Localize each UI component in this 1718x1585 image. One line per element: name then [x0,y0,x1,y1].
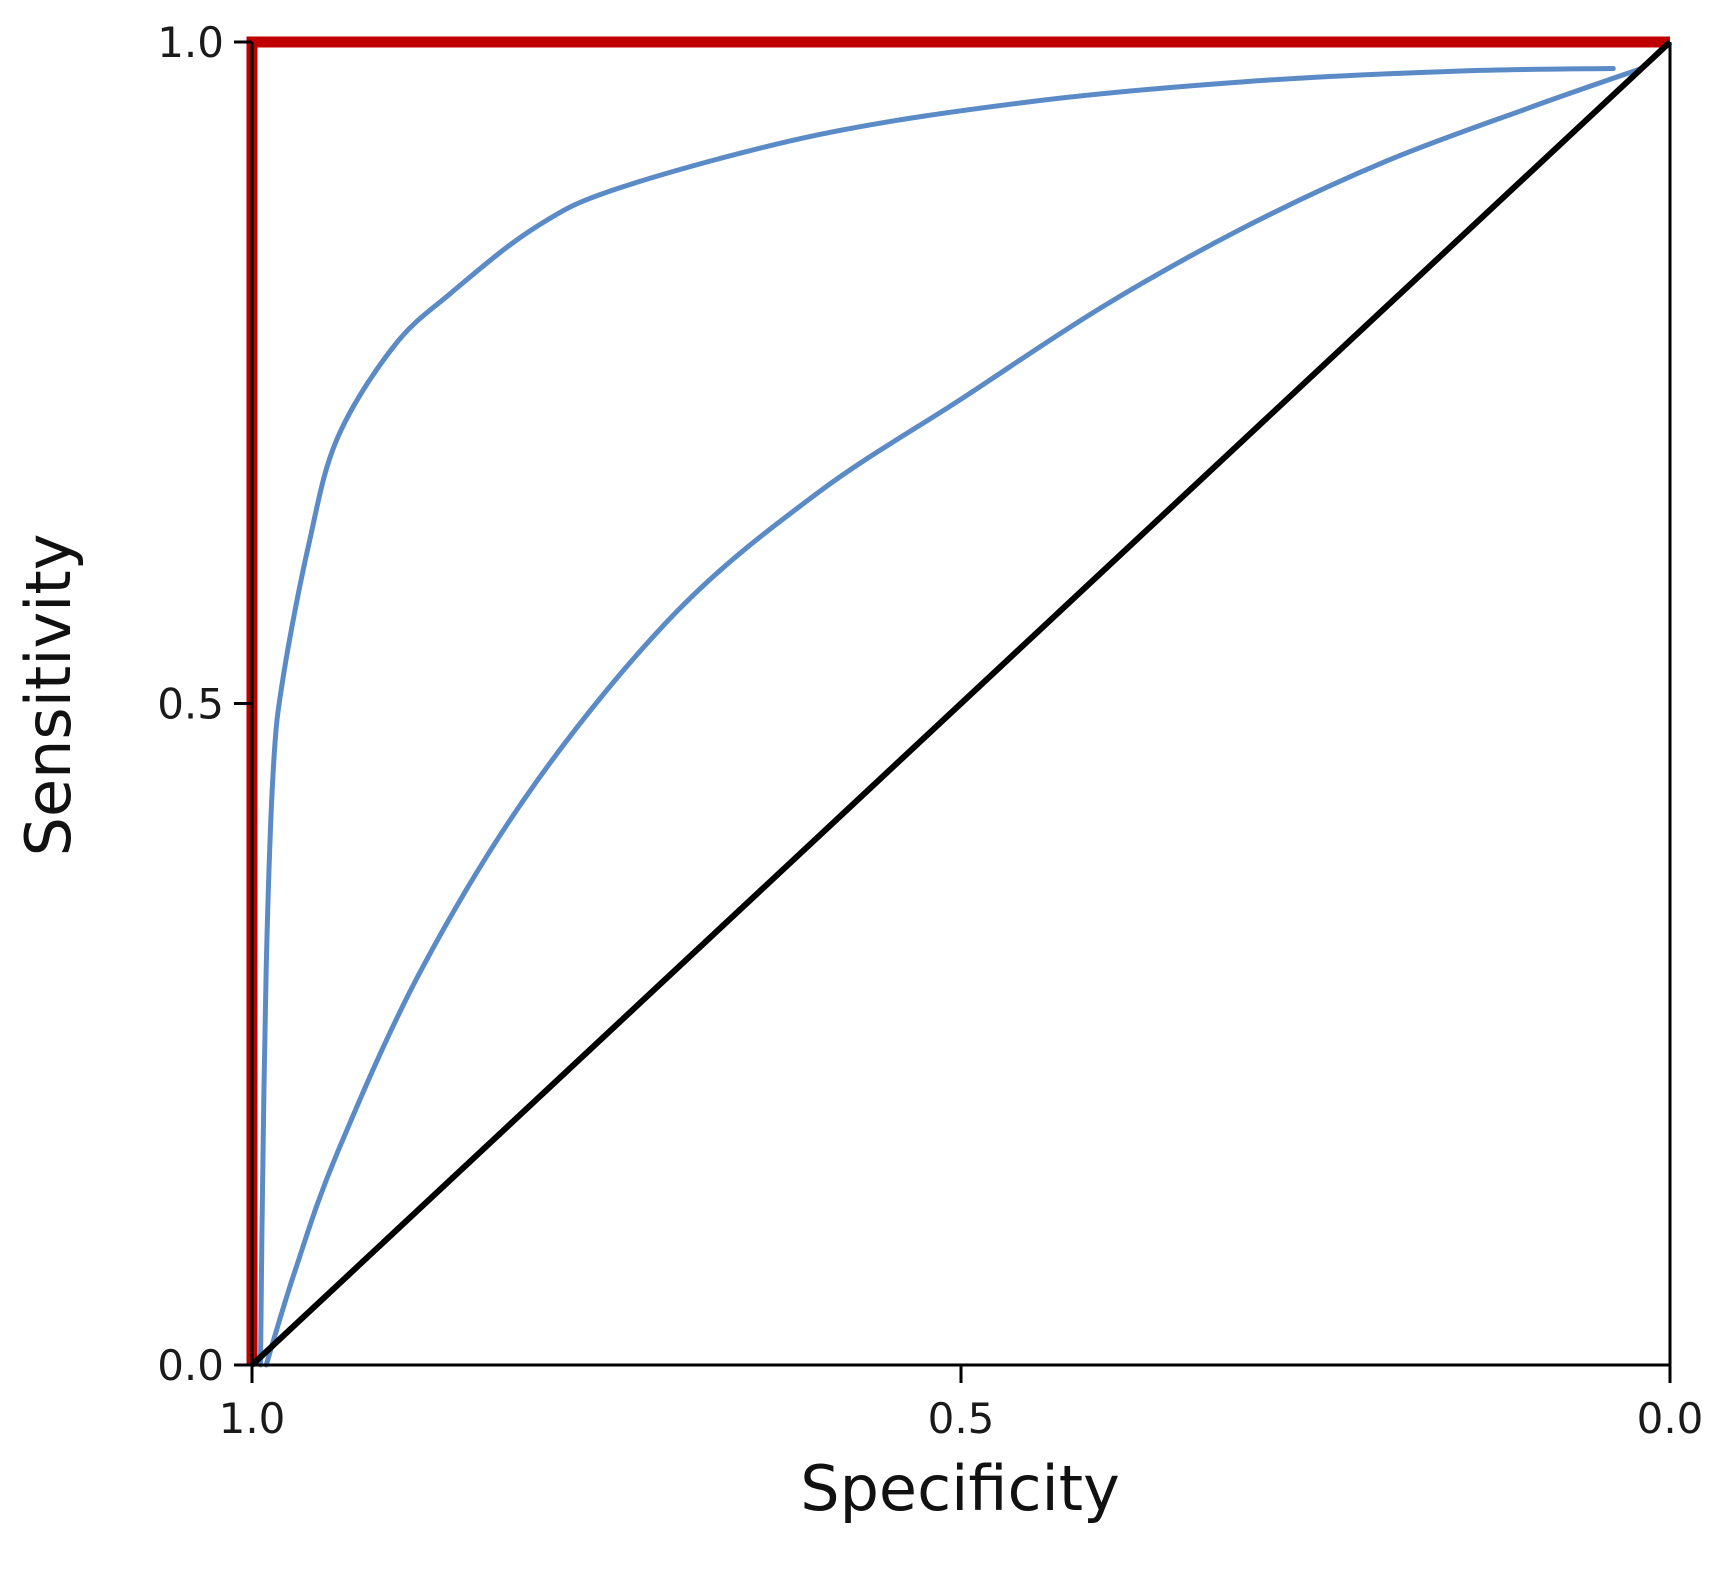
y-tick-label: 0.0 [157,1341,224,1390]
series-layer [246,36,1673,1368]
series-line-3 [263,66,1645,1368]
x-tick-label: 1.0 [219,1394,286,1443]
x-tick-label: 0.0 [1637,1394,1704,1443]
ticks-layer: 1.0 0.5 0.0 0.0 0.5 1.0 [157,18,1703,1443]
series-line-4 [249,39,1673,1368]
x-axis-title: Specificity [800,1452,1120,1525]
y-axis-title: Sensitivity [12,534,85,857]
y-tick-label: 1.0 [157,18,224,67]
x-tick-label: 0.5 [928,1394,995,1443]
series-line-2 [258,66,1616,1368]
y-tick-label: 0.5 [157,680,224,729]
